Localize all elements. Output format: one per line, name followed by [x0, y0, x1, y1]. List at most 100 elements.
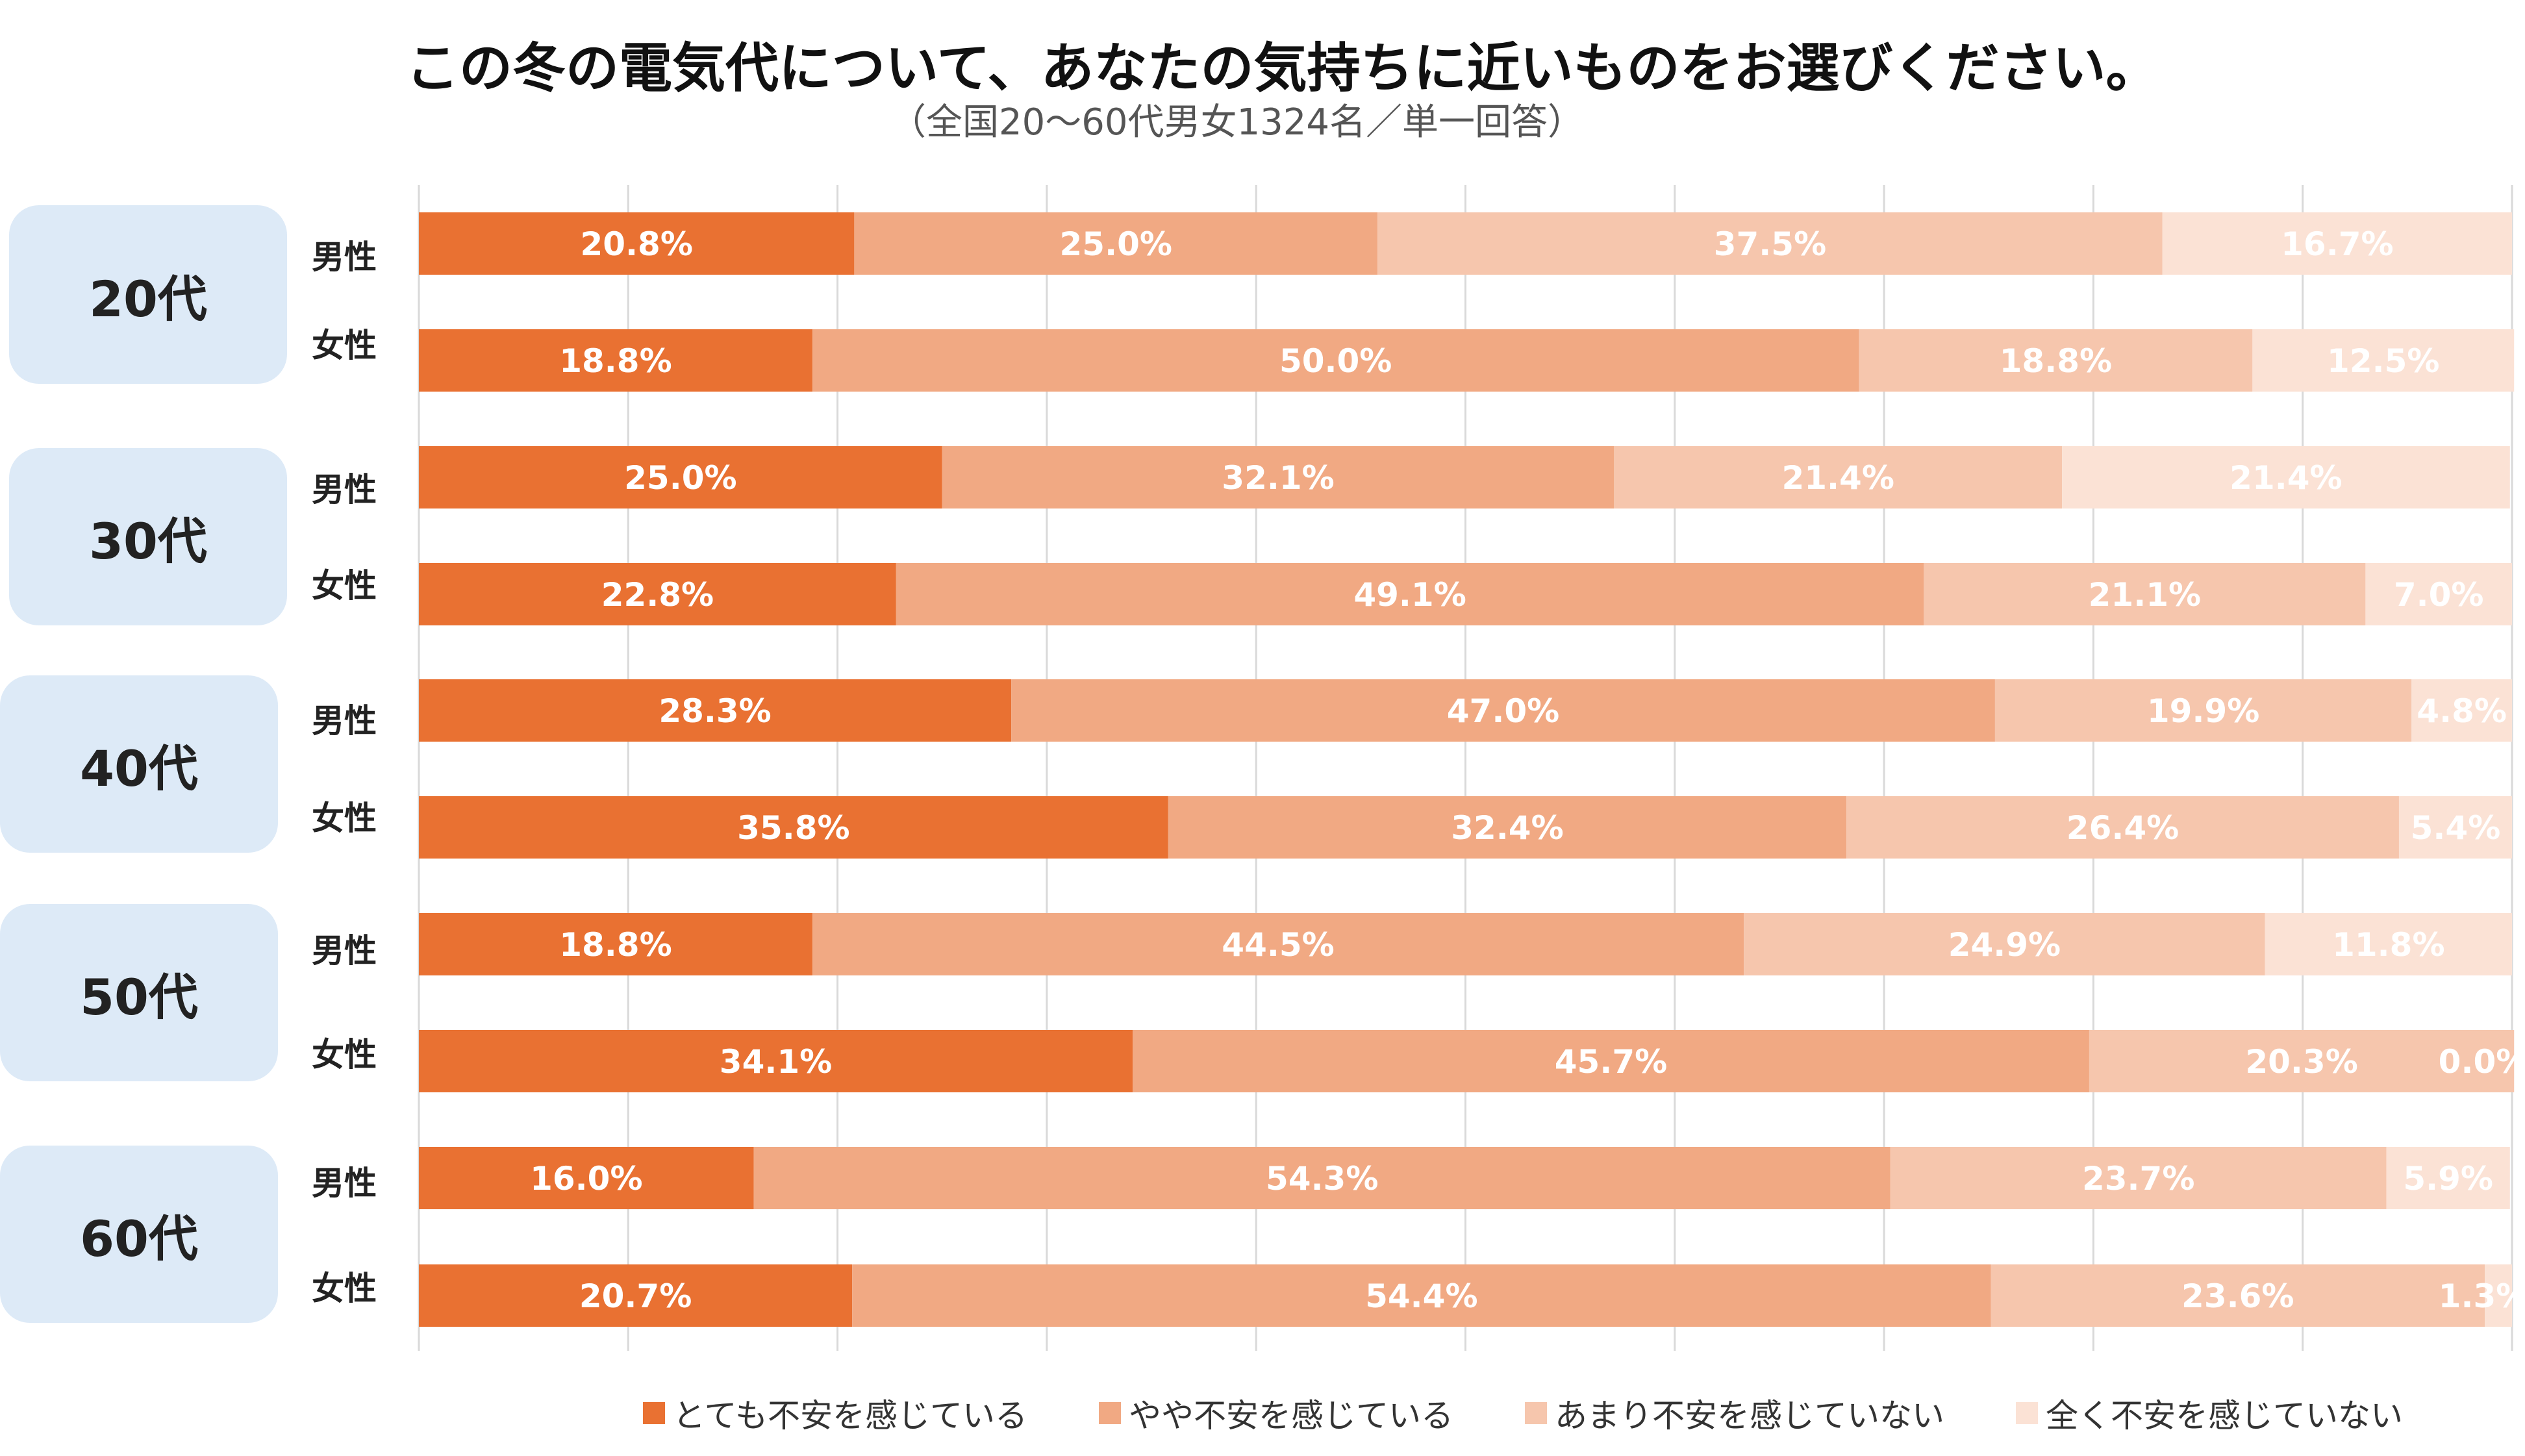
data-label: 28.3% — [659, 692, 771, 730]
bar-segment — [419, 1264, 853, 1327]
data-label: 16.0% — [530, 1160, 642, 1198]
bar-segment — [419, 913, 812, 975]
bar-segment — [1011, 679, 1995, 742]
data-label: 26.4% — [2066, 809, 2179, 847]
bar-segment — [1994, 679, 2412, 742]
legend-item: 全く不安を感じていない — [2016, 1390, 2403, 1437]
gender-label: 男性 — [312, 238, 377, 276]
gender-label: 男性 — [312, 932, 377, 970]
bar-segment — [2252, 329, 2515, 392]
chart-title: この冬の電気代について、あなたの気持ちに近いものをお選びください。 — [406, 38, 2159, 99]
bar-segment — [1133, 1030, 2089, 1092]
data-label: 18.8% — [2000, 342, 2112, 380]
gender-label: 女性 — [312, 1270, 377, 1307]
data-label: 22.8% — [601, 576, 714, 614]
legend-swatch — [1099, 1402, 1121, 1424]
data-label: 1.3% — [2439, 1277, 2525, 1315]
bar-segment — [942, 446, 1614, 508]
legend-label: あまり不安を感じていない — [1555, 1397, 1944, 1435]
bar-segment — [812, 913, 1744, 975]
data-label: 34.1% — [720, 1043, 832, 1081]
bar-segment — [812, 329, 1859, 392]
bar-segment — [2089, 1030, 2515, 1092]
age-group-label: 20代 — [9, 205, 287, 384]
bar-segment — [1859, 329, 2253, 392]
bar-segment — [753, 1147, 1891, 1209]
bar-segment — [1744, 913, 2265, 975]
bar-segment — [854, 212, 1378, 275]
data-label: 20.7% — [579, 1277, 692, 1315]
data-label: 32.1% — [1222, 459, 1334, 497]
data-label: 37.5% — [1714, 225, 1826, 263]
gender-label: 女性 — [312, 327, 377, 364]
legend-item: あまり不安を感じていない — [1525, 1390, 1944, 1437]
data-label: 32.4% — [1451, 809, 1563, 847]
bar-segment — [419, 212, 855, 275]
data-label: 35.8% — [737, 809, 849, 847]
gender-label: 女性 — [312, 567, 377, 605]
data-label: 7.0% — [2394, 576, 2484, 614]
data-label: 45.7% — [1555, 1043, 1667, 1081]
age-group-label: 50代 — [0, 904, 278, 1081]
data-label: 11.8% — [2332, 926, 2444, 964]
bar-segment — [2265, 913, 2512, 975]
bar-segment — [1377, 212, 2163, 275]
bar-segment — [2398, 796, 2512, 859]
legend-item: やや不安を感じている — [1099, 1390, 1453, 1437]
legend-item: とても不安を感じている — [643, 1390, 1027, 1437]
data-label: 25.0% — [1060, 225, 1172, 263]
bar-segment — [419, 1030, 1133, 1092]
age-group-label: 60代 — [0, 1146, 278, 1323]
bar-segment — [2411, 679, 2512, 742]
legend-swatch — [1525, 1402, 1547, 1424]
data-label: 47.0% — [1447, 692, 1559, 730]
data-label: 0.0% — [2439, 1043, 2525, 1081]
chart-subtitle: （全国20～60代男女1324名／単一回答） — [890, 101, 1585, 144]
bar-segment — [2386, 1147, 2510, 1209]
age-group-label: 30代 — [9, 448, 287, 625]
gender-label: 男性 — [312, 471, 377, 508]
data-label: 4.8% — [2417, 692, 2507, 730]
data-label: 23.6% — [2181, 1277, 2294, 1315]
data-label: 54.4% — [1365, 1277, 1477, 1315]
data-label: 50.0% — [1279, 342, 1392, 380]
data-label: 23.7% — [2082, 1160, 2194, 1198]
gender-label: 男性 — [312, 1164, 377, 1202]
age-group-label: 40代 — [0, 675, 278, 853]
data-label: 49.1% — [1353, 576, 1466, 614]
gender-label: 男性 — [312, 702, 377, 740]
data-label: 5.9% — [2403, 1160, 2493, 1198]
gender-label: 女性 — [312, 1036, 377, 1073]
bar-segment — [1991, 1264, 2485, 1327]
data-label: 20.3% — [2245, 1043, 2357, 1081]
bar-segment — [1890, 1147, 2387, 1209]
bar-segment — [1168, 796, 1847, 859]
bar-segment — [852, 1264, 1991, 1327]
bar-segment — [1924, 563, 2366, 625]
data-label: 19.9% — [2147, 692, 2259, 730]
data-label: 44.5% — [1222, 926, 1334, 964]
bar-segment — [419, 679, 1012, 742]
data-label: 18.8% — [559, 926, 672, 964]
bar-segment — [419, 563, 896, 625]
legend-swatch — [643, 1402, 665, 1424]
legend-label: とても不安を感じている — [673, 1397, 1027, 1435]
data-label: 21.4% — [1781, 459, 1894, 497]
data-label: 21.1% — [2089, 576, 2201, 614]
bar-segment — [1846, 796, 2399, 859]
bar-segment — [896, 563, 1924, 625]
bar-segment — [2062, 446, 2510, 508]
bar-segment — [419, 1147, 754, 1209]
gender-label: 女性 — [312, 799, 377, 837]
bar-segment — [2162, 212, 2512, 275]
bar-segment — [419, 796, 1168, 859]
bar-segment — [2485, 1264, 2512, 1327]
data-label: 18.8% — [559, 342, 672, 380]
data-label: 25.0% — [624, 459, 736, 497]
data-label: 5.4% — [2411, 809, 2501, 847]
data-label: 54.3% — [1266, 1160, 1378, 1198]
data-label: 21.4% — [2230, 459, 2342, 497]
bar-segment — [1614, 446, 2063, 508]
